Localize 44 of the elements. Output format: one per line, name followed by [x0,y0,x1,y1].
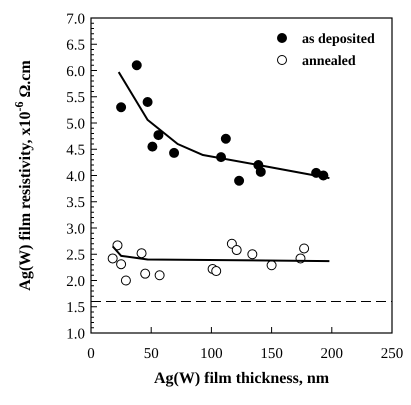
line-series [118,71,330,180]
point [256,166,266,177]
point [153,130,164,140]
x-tick-label: 0 [87,346,95,362]
point [147,142,158,152]
y-tick-label: 5.0 [66,116,85,132]
x-tick-label: 250 [380,346,404,362]
point [232,245,242,256]
point [154,270,165,280]
point [211,266,222,276]
point [220,134,231,144]
x-tick-label: 100 [200,346,223,362]
point [299,243,310,254]
point [234,176,244,186]
y-tick-label: 5.5 [66,90,85,106]
y-tick-label: 4.5 [66,142,85,158]
x-tick-label: 50 [144,346,159,362]
point [108,253,118,264]
x-tick-label: 150 [260,346,283,362]
point [116,102,126,112]
point [142,97,153,107]
y-tick-label: 6.0 [66,64,85,80]
legend-label: annealed [302,54,356,69]
legend-label: as deposited [302,32,375,47]
y-tick-label: 1.0 [66,326,85,342]
y-tick-label: 2.0 [66,274,85,290]
x-axis-title: Ag(W) film thickness, nm [154,370,330,387]
y-tick-label: 2.5 [66,248,85,264]
point [136,248,147,258]
point [140,268,150,279]
y-tick-label: 3.0 [66,221,85,238]
point [266,260,277,270]
y-tick-label: 6.5 [66,38,85,54]
point [247,249,258,260]
point [132,60,142,70]
y-tick-label: 3.5 [66,195,85,211]
point [120,276,131,286]
point [116,259,126,270]
y-tick-label: 7.0 [66,11,85,28]
y-tick-label: 1.5 [66,300,85,316]
y-tick-label: 4.0 [66,168,85,185]
point [169,148,180,158]
x-tick-label: 200 [320,346,344,362]
point [112,240,122,250]
